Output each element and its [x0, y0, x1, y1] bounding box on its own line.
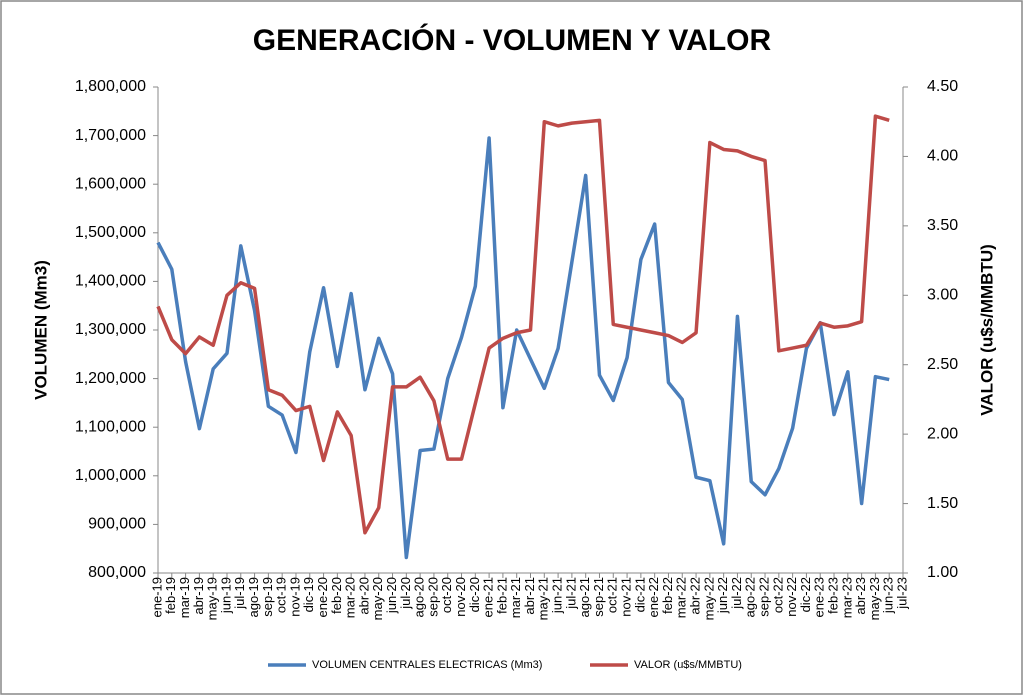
x-tick-label: dic-19: [301, 577, 316, 612]
x-tick-label: feb-23: [825, 577, 840, 614]
x-tick-label: may-20: [370, 577, 385, 620]
x-tick-label: jul-23: [894, 577, 909, 610]
x-tick-label: nov-20: [453, 577, 468, 617]
x-tick-label: may-23: [867, 577, 882, 620]
y2-tick-label: 3.50: [927, 217, 958, 234]
series-line: [156, 136, 890, 560]
x-tick-label: may-22: [701, 577, 716, 620]
y-tick-label: 1,400,000: [75, 273, 146, 290]
x-tick-label: mar-23: [839, 577, 854, 618]
x-tick-label: jul-19: [232, 577, 247, 610]
x-tick-label: dic-21: [632, 577, 647, 612]
chart-title: GENERACIÓN - VOLUMEN Y VALOR: [253, 23, 772, 57]
x-tick-label: sep-19: [260, 577, 275, 617]
x-tick-label: ene-21: [481, 577, 496, 617]
y-tick-label: 900,000: [88, 516, 146, 533]
x-tick-label: jul-22: [729, 577, 744, 610]
y2-tick-label: 2.00: [927, 425, 958, 442]
x-tick-label: nov-19: [287, 577, 302, 617]
x-tick-label: mar-19: [177, 577, 192, 618]
y-tick-label: 1,100,000: [75, 418, 146, 435]
x-tick-label: ago-19: [246, 577, 261, 617]
y-tick-label: 1,200,000: [75, 370, 146, 387]
y2-tick-label: 1.00: [927, 564, 958, 581]
x-tick-label: abr-23: [853, 577, 868, 615]
x-tick-label: may-19: [205, 577, 220, 620]
x-tick-label: oct-21: [605, 577, 620, 613]
x-tick-label: jun-20: [384, 577, 399, 614]
x-tick-label: nov-22: [784, 577, 799, 617]
x-tick-label: ene-23: [812, 577, 827, 617]
x-tick-label: feb-22: [660, 577, 675, 614]
y2-tick-label: 4.50: [927, 78, 958, 95]
y-tick-label: 1,600,000: [75, 175, 146, 192]
x-tick-label: jun-19: [218, 577, 233, 614]
legend-label: VALOR (u$s/MMBTU): [634, 659, 742, 671]
x-tick-label: ago-22: [743, 577, 758, 617]
x-tick-label: ene-22: [646, 577, 661, 617]
x-tick-label: oct-20: [439, 577, 454, 613]
x-tick-label: ene-20: [315, 577, 330, 617]
x-tick-label: mar-22: [674, 577, 689, 618]
y-axis-title: VOLUMEN (Mm3): [31, 260, 50, 400]
x-tick-label: ago-20: [412, 577, 427, 617]
x-tick-label: jun-22: [715, 577, 730, 614]
x-tick-label: feb-21: [494, 577, 509, 614]
series-line: [156, 114, 890, 535]
x-tick-label: abr-21: [522, 577, 537, 615]
x-tick-label: mar-21: [508, 577, 523, 618]
x-tick-label: sep-21: [591, 577, 606, 617]
x-tick-label: sep-22: [756, 577, 771, 617]
y-tick-label: 1,700,000: [75, 127, 146, 144]
x-tick-label: ago-21: [577, 577, 592, 617]
x-tick-label: sep-20: [425, 577, 440, 617]
x-tick-label: oct-19: [274, 577, 289, 613]
y-tick-label: 800,000: [88, 564, 146, 581]
x-tick-label: abr-22: [687, 577, 702, 615]
x-tick-label: abr-19: [191, 577, 206, 615]
x-tick-label: jun-23: [881, 577, 896, 614]
x-tick-label: may-21: [536, 577, 551, 620]
y2-tick-label: 3.00: [927, 287, 958, 304]
y2-tick-label: 1.50: [927, 495, 958, 512]
x-tick-label: dic-20: [467, 577, 482, 612]
y2-axis-title: VALOR (u$s/MMBTU): [977, 244, 996, 416]
x-tick-label: dic-22: [798, 577, 813, 612]
y-tick-label: 1,000,000: [75, 467, 146, 484]
x-tick-label: feb-20: [329, 577, 344, 614]
x-tick-label: nov-21: [619, 577, 634, 617]
x-tick-label: feb-19: [163, 577, 178, 614]
y-tick-label: 1,500,000: [75, 224, 146, 241]
y-tick-label: 1,800,000: [75, 78, 146, 95]
x-tick-label: mar-20: [343, 577, 358, 618]
x-tick-label: jul-20: [398, 577, 413, 610]
x-tick-label: oct-22: [770, 577, 785, 613]
x-tick-label: jun-21: [550, 577, 565, 614]
x-tick-label: abr-20: [356, 577, 371, 615]
x-tick-label: ene-19: [149, 577, 164, 617]
y-tick-label: 1,300,000: [75, 321, 146, 338]
y2-tick-label: 2.50: [927, 356, 958, 373]
x-tick-label: jul-21: [563, 577, 578, 610]
y2-tick-label: 4.00: [927, 148, 958, 165]
legend-label: VOLUMEN CENTRALES ELECTRICAS (Mm3): [312, 659, 542, 671]
